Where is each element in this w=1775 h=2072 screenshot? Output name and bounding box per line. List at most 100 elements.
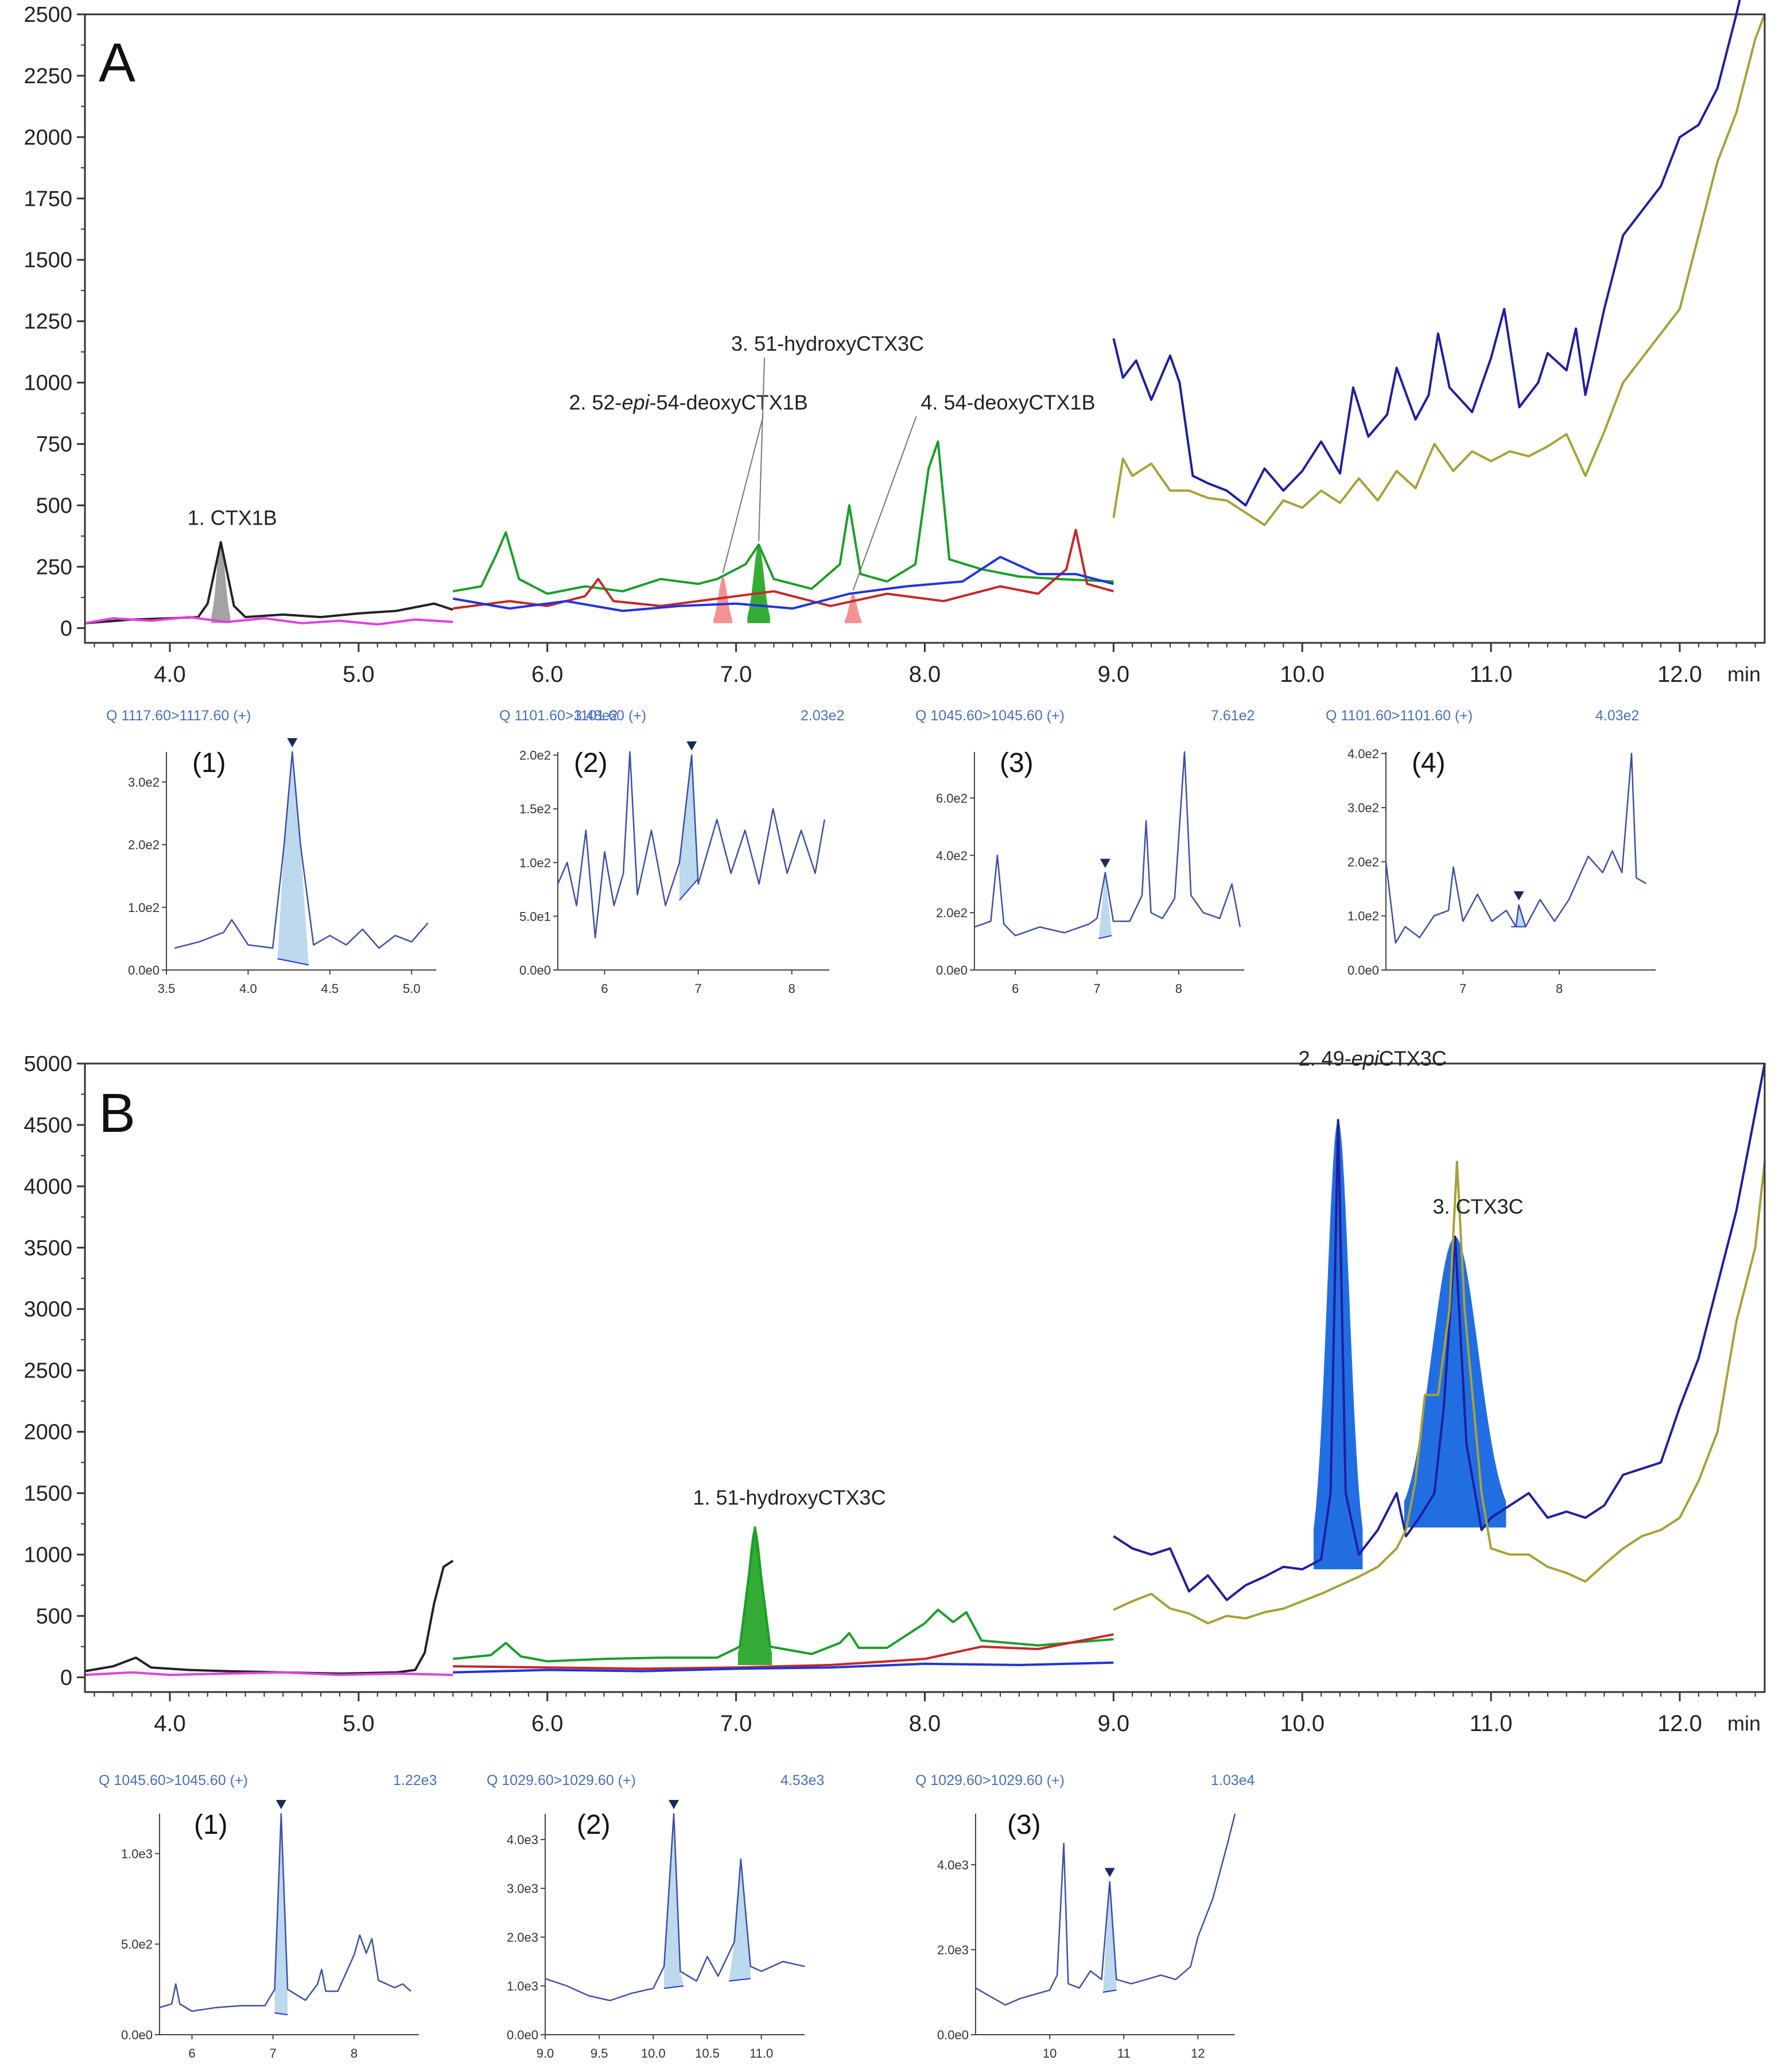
inset-baseline bbox=[277, 958, 309, 966]
panel-a-y-tick-label: 2000 bbox=[24, 126, 72, 150]
inset-peak-fill bbox=[679, 755, 698, 901]
inset-x-tick-label: 7 bbox=[1094, 981, 1101, 996]
inset-header-transition: Q 1045.60>1045.60 (+) bbox=[915, 708, 1065, 724]
panel-b-y-tick-label: 2500 bbox=[24, 1359, 72, 1383]
panel-a-leader-2 bbox=[722, 416, 764, 573]
panel-b-unit-label: min bbox=[1727, 1712, 1761, 1735]
panel-a-peak-annotation-1: 1. CTX1B bbox=[188, 506, 277, 530]
inset-x-tick-label: 11 bbox=[1117, 2046, 1131, 2061]
inset-peak-fill bbox=[274, 1814, 288, 2015]
inset-x-tick-label: 10.5 bbox=[695, 2046, 720, 2061]
inset-y-tick-label: 0.0e0 bbox=[936, 963, 968, 977]
panel-a-leader-4 bbox=[852, 416, 917, 591]
panel-b-y-tick-label: 1500 bbox=[24, 1482, 72, 1506]
inset-x-tick-label: 6 bbox=[1012, 981, 1019, 996]
inset-b-1: Q 1045.60>1045.60 (+) 1.22e3 (1) 0.0e0 5.0e2… bbox=[99, 1772, 437, 2061]
inset-label: (2) bbox=[577, 1810, 611, 1840]
inset-header-transition: Q 1101.60>1101.60 (+) bbox=[1326, 708, 1473, 724]
panel-a-y-tick-label: 0 bbox=[60, 616, 72, 641]
inset-b-3: Q 1029.60>1029.60 (+) 1.03e4 (3) 0.0e0 2.0e3… bbox=[915, 1772, 1255, 2061]
inset-peak-marker bbox=[1513, 891, 1524, 901]
inset-y-tick-label: 2.0e3 bbox=[937, 1943, 969, 1957]
inset-label: (3) bbox=[1007, 1810, 1041, 1840]
panel-b-x-tick-label: 10.0 bbox=[1280, 1711, 1325, 1736]
panel-b-chromatogram: 0 500 1000 1500 2000 2500 3000 3500 4000 4500 5000… bbox=[24, 1046, 1766, 1736]
panel-a-trace-navy bbox=[1112, 0, 1741, 507]
panel-b-trace-blue bbox=[453, 1661, 1114, 1674]
panel-b-trace-olive bbox=[1113, 1161, 1766, 1625]
inset-label: (4) bbox=[1412, 748, 1446, 778]
panel-b-peak-fill-1 bbox=[737, 1527, 772, 1665]
inset-y-tick-label: 3.0e2 bbox=[1347, 801, 1379, 815]
panel-b-y-tick-label: 1000 bbox=[24, 1543, 72, 1567]
inset-label: (1) bbox=[194, 1810, 228, 1840]
inset-trace bbox=[1385, 752, 1646, 944]
inset-y-tick-label: 0.0e0 bbox=[128, 963, 160, 977]
panel-b-y-tick-label: 0 bbox=[60, 1666, 72, 1690]
inset-y-tick-label: 4.0e2 bbox=[936, 848, 968, 863]
inset-y-tick-label: 6.0e2 bbox=[936, 791, 968, 805]
panel-b-peak-annotation-2: 2. 49-epiCTX3C bbox=[1299, 1046, 1447, 1070]
inset-x-tick-label: 4.5 bbox=[321, 981, 339, 996]
inset-baseline bbox=[679, 878, 699, 901]
inset-x-tick-label: 7 bbox=[270, 2046, 277, 2061]
panel-b-x-tick-label: 12.0 bbox=[1657, 1711, 1702, 1736]
inset-peak-marker bbox=[686, 741, 697, 751]
panel-b-x-tick-label: 8.0 bbox=[909, 1711, 941, 1736]
panel-b-trace-magenta bbox=[84, 1671, 453, 1677]
panel-b-peak-annotation-3: 3. CTX3C bbox=[1433, 1195, 1524, 1219]
inset-baseline bbox=[1102, 1989, 1117, 1993]
inset-x-tick-label: 7 bbox=[695, 981, 702, 996]
inset-x-tick-label: 9.0 bbox=[537, 2046, 554, 2061]
inset-baseline bbox=[274, 2012, 288, 2016]
inset-trace bbox=[174, 751, 429, 949]
inset-a-3: Q 1045.60>1045.60 (+) 7.61e2 (3) 0.0e0 2.0e2… bbox=[915, 708, 1254, 996]
inset-x-tick-label: 8 bbox=[1175, 981, 1182, 996]
inset-y-tick-label: 3.0e3 bbox=[507, 1881, 538, 1896]
inset-trace bbox=[159, 1813, 411, 2012]
inset-peak-fill bbox=[1103, 1881, 1117, 1992]
panel-b-x-tick-label: 11.0 bbox=[1470, 1711, 1513, 1736]
panel-a-x-tick-label: 8.0 bbox=[909, 662, 941, 687]
panel-a-trace-olive bbox=[1112, 14, 1766, 526]
panel-b-peak-fill-3 bbox=[1404, 1236, 1506, 1528]
panel-a-peak-fill-2 bbox=[713, 576, 733, 623]
inset-y-tick-label: 4.0e3 bbox=[507, 1833, 538, 1847]
panel-a-y-tick-label: 1000 bbox=[24, 371, 72, 395]
panel-a-trace-red bbox=[453, 529, 1114, 610]
panel-b-y-tick-label: 5000 bbox=[24, 1052, 72, 1076]
panel-a-y-tick-label: 250 bbox=[36, 555, 72, 579]
inset-y-tick-label: 0.0e0 bbox=[1347, 963, 1379, 977]
inset-header-intensity: 1.22e3 bbox=[393, 1772, 437, 1788]
inset-y-tick-label: 5.0e1 bbox=[519, 909, 551, 924]
inset-peak-fill bbox=[1098, 872, 1112, 939]
inset-x-tick-label: 5.0 bbox=[403, 981, 421, 996]
inset-x-tick-label: 10.0 bbox=[641, 2046, 666, 2061]
inset-a-1: Q 1117.60>1117.60 (+) 3.48e2 (1) 0.0e0 1.0e2… bbox=[106, 708, 617, 996]
inset-header-transition: Q 1117.60>1117.60 (+) bbox=[106, 708, 251, 724]
panel-a-letter: A bbox=[99, 32, 135, 94]
inset-y-tick-label: 0.0e0 bbox=[937, 2028, 969, 2042]
inset-y-tick-label: 2.0e2 bbox=[519, 748, 551, 763]
panel-a-unit-label: min bbox=[1727, 662, 1761, 686]
panel-b-letter: B bbox=[99, 1082, 135, 1144]
inset-label: (1) bbox=[192, 748, 226, 778]
inset-y-tick-label: 0.0e0 bbox=[121, 2028, 153, 2042]
panel-a-trace-green bbox=[452, 440, 1114, 595]
inset-a-4: Q 1101.60>1101.60 (+) 4.03e2 (4) 0.0e0 1.0e2… bbox=[1326, 708, 1656, 996]
inset-x-tick-label: 12 bbox=[1191, 2046, 1205, 2061]
panel-a-trace-magenta bbox=[84, 616, 453, 626]
panel-a-x-tick-label: 12.0 bbox=[1657, 662, 1702, 687]
inset-peak-fill bbox=[1511, 905, 1526, 927]
inset-x-tick-label: 10 bbox=[1043, 2046, 1057, 2061]
inset-header-transition: Q 1101.60>1101.60 (+) bbox=[499, 708, 646, 724]
panel-a-x-tick-label: 10.0 bbox=[1280, 662, 1325, 687]
inset-y-tick-label: 5.0e2 bbox=[121, 1937, 153, 1951]
inset-x-tick-label: 8 bbox=[789, 981, 795, 996]
inset-header-intensity: 7.61e2 bbox=[1211, 708, 1254, 724]
panel-a-chromatogram: 0 250 500 750 1000 1250 1500 1750 2000 2250 2500 4.… bbox=[24, 0, 1766, 687]
panel-a-y-tick-label: 2250 bbox=[24, 64, 72, 88]
panel-a-y-tick-label: 2500 bbox=[24, 3, 72, 27]
panel-b-y-tick-label: 3000 bbox=[24, 1298, 72, 1322]
